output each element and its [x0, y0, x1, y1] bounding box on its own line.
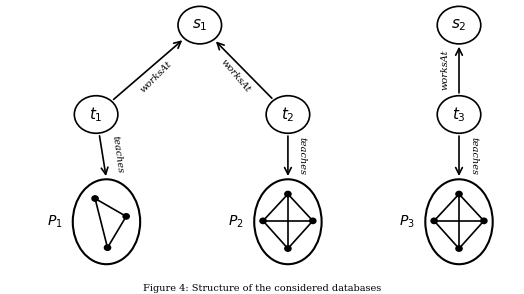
Text: $t_3$: $t_3$ — [452, 105, 466, 124]
Circle shape — [92, 196, 98, 201]
Circle shape — [123, 214, 129, 219]
Ellipse shape — [254, 179, 322, 264]
Circle shape — [310, 218, 316, 223]
Text: worksAt: worksAt — [219, 58, 252, 94]
Text: $P_3$: $P_3$ — [399, 213, 415, 230]
Text: $s_2$: $s_2$ — [451, 17, 467, 33]
Text: teaches: teaches — [110, 135, 124, 174]
Text: Figure 4: Structure of the considered databases: Figure 4: Structure of the considered da… — [143, 284, 381, 293]
Ellipse shape — [266, 96, 310, 133]
Circle shape — [104, 245, 111, 250]
Circle shape — [260, 218, 266, 223]
Text: worksAt: worksAt — [440, 50, 449, 90]
Circle shape — [285, 246, 291, 251]
Text: teaches: teaches — [469, 137, 478, 175]
Ellipse shape — [74, 96, 118, 133]
Text: teaches: teaches — [298, 137, 307, 175]
Ellipse shape — [425, 179, 493, 264]
Ellipse shape — [437, 6, 481, 44]
Text: $t_1$: $t_1$ — [89, 105, 103, 124]
Circle shape — [456, 191, 462, 197]
Text: $s_1$: $s_1$ — [192, 17, 208, 33]
Text: $P_1$: $P_1$ — [47, 213, 62, 230]
Circle shape — [431, 218, 437, 223]
Circle shape — [285, 191, 291, 197]
Text: $P_2$: $P_2$ — [228, 213, 244, 230]
Ellipse shape — [437, 96, 481, 133]
Circle shape — [456, 246, 462, 251]
Text: $t_2$: $t_2$ — [281, 105, 294, 124]
Ellipse shape — [73, 179, 140, 264]
Ellipse shape — [178, 6, 222, 44]
Circle shape — [481, 218, 487, 223]
Text: worksAt: worksAt — [138, 59, 173, 94]
